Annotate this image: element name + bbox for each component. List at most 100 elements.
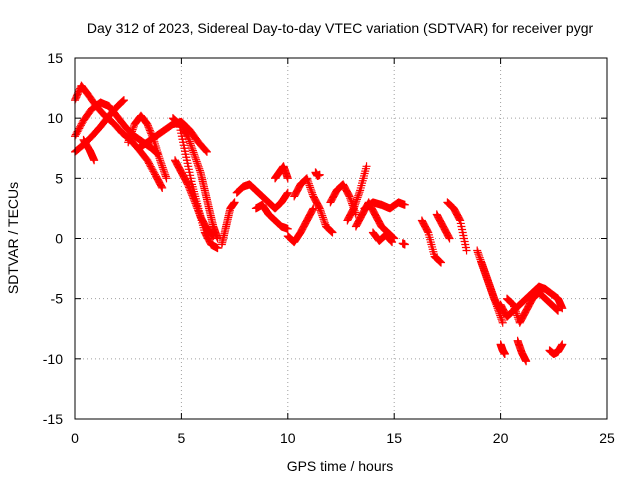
data-point-s9 [191,153,200,162]
data-point-s5 [124,138,133,147]
data-point-s10 [230,198,239,207]
x-axis-label: GPS time / hours [287,458,394,474]
data-point-s1 [157,182,166,191]
data-point-s16 [315,170,324,179]
data-point-s5 [157,159,166,168]
data-point-s27 [483,274,492,283]
data-point-s9 [213,234,222,243]
data-point-s9 [185,137,194,146]
data-point-s13 [283,174,292,183]
data-point-s6 [202,147,211,156]
data-point-s9 [186,141,195,150]
y-tick-labels: -15 -10 -5 0 5 10 15 [43,50,63,427]
data-point-s23 [435,256,444,265]
data-point-s15 [302,174,311,183]
y-tick-label: 5 [55,170,63,186]
data-point-s32 [558,340,567,349]
data-point-s17 [345,192,354,201]
data-point-s1 [158,183,167,192]
data-point-s26 [498,318,507,327]
data-point-s5 [160,168,169,177]
data-point-s8 [193,204,202,213]
data-point-s21 [386,236,395,245]
data-point-s3 [118,97,127,106]
data-point-s5 [159,167,168,176]
data-point-s9 [189,148,198,157]
grid-lines [75,58,607,419]
data-point-s26 [473,248,482,257]
data-point-s15 [303,176,312,185]
data-point-s27 [483,276,492,285]
y-tick-label: 15 [47,50,63,66]
data-point-s15 [304,179,313,188]
data-point-s18 [349,204,358,213]
data-point-s23 [436,257,445,266]
data-point-s27 [486,283,495,292]
data-point-s9 [193,161,202,170]
data-point-s11 [283,189,292,198]
data-points [71,81,567,366]
data-point-s9 [193,159,202,168]
data-point-s26 [473,246,482,255]
data-point-s8 [191,199,200,208]
data-point-s9 [186,139,195,148]
data-point-s27 [487,287,496,296]
data-point-s28 [558,304,567,313]
x-tick-label: 20 [493,430,509,446]
data-point-s27 [481,271,490,280]
x-tick-label: 15 [386,430,402,446]
data-point-s29 [552,304,561,313]
data-point-s5 [156,156,165,165]
x-tick-label: 5 [178,430,186,446]
data-point-s22 [400,240,409,249]
data-point-s27 [479,263,488,272]
data-point-s27 [480,265,489,274]
data-point-s15 [318,213,327,222]
data-point-s27 [480,267,489,276]
data-point-s31 [500,350,509,359]
data-point-s26 [474,250,483,259]
data-point-s5 [161,170,170,179]
data-point-s9 [185,135,194,144]
plot-frame [74,57,608,420]
data-point-s9 [188,144,197,153]
data-point-s18 [353,193,362,202]
data-point-s29 [510,304,519,313]
data-point-s15 [317,209,326,218]
data-point-s5 [125,134,134,143]
data-point-s5 [153,148,162,157]
x-tick-label: 0 [71,430,79,446]
data-point-s18 [352,197,361,206]
data-point-s5 [151,141,160,150]
data-point-s24 [444,233,453,242]
data-point-s5 [156,158,165,167]
data-point-s5 [162,174,171,183]
data-point-s7 [213,244,222,253]
data-point-s5 [126,132,135,141]
data-point-s5 [128,127,137,136]
data-point-s18 [355,188,364,197]
data-point-s3 [118,97,127,106]
data-point-s15 [319,215,328,224]
data-point-s20 [400,200,409,209]
data-point-s5 [154,152,163,161]
data-point-s27 [478,260,487,269]
data-point-s15 [305,181,314,190]
data-point-s25 [462,246,471,255]
data-point-s24 [445,234,454,243]
data-point-s12 [283,224,292,233]
data-point-s27 [488,289,497,298]
data-point-s15 [316,208,325,217]
data-point-s18 [350,202,359,211]
data-point-s11 [282,190,291,199]
data-point-s18 [351,200,360,209]
data-point-s9 [194,162,203,171]
data-point-s5 [158,163,167,172]
data-point-s23 [437,258,446,267]
data-point-s6 [201,145,210,154]
data-point-s6 [202,146,211,155]
data-point-s21 [388,238,397,247]
data-point-s29 [511,306,520,315]
data-point-s21 [387,237,396,246]
data-point-s18 [354,189,363,198]
